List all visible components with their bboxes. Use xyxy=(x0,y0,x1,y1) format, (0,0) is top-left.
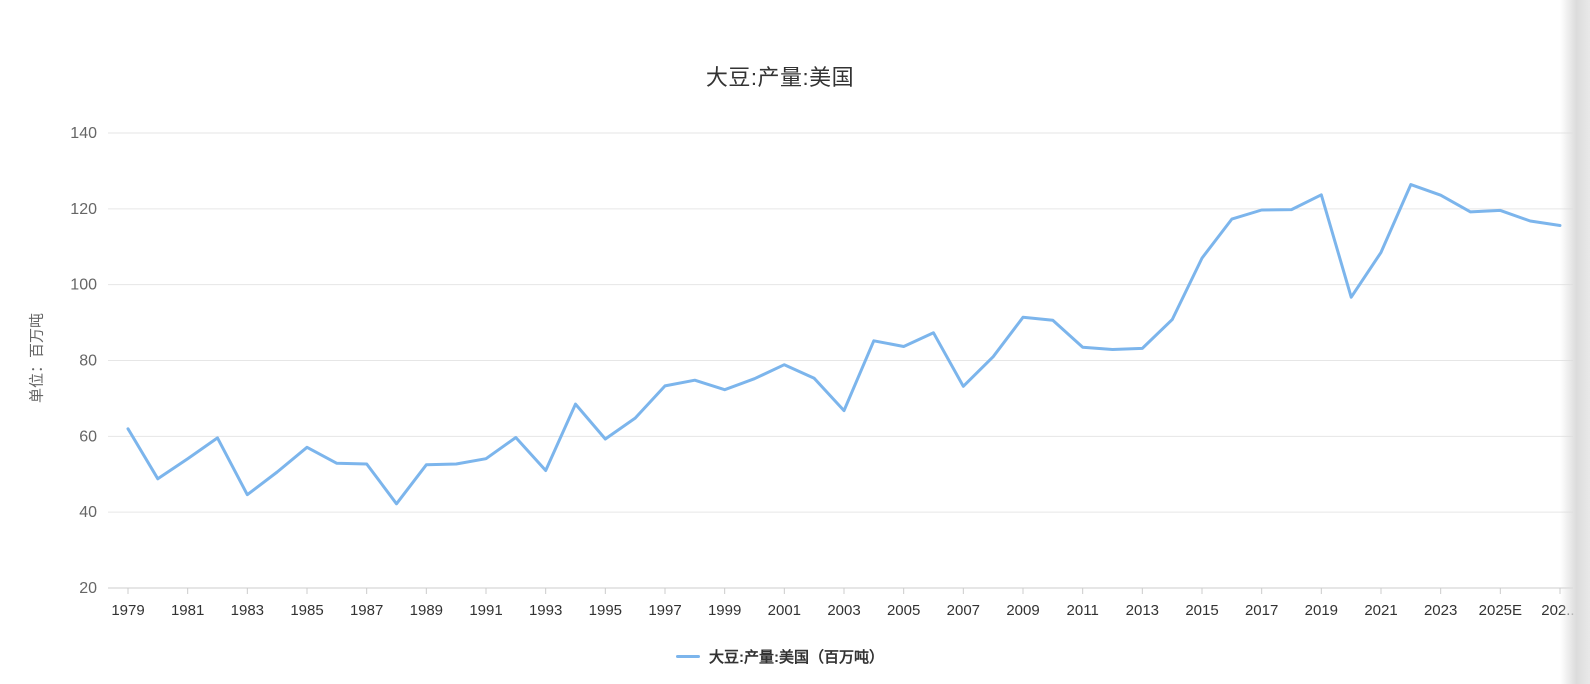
x-tick-label-202...: 202... xyxy=(1541,602,1579,619)
y-tick-label-80: 80 xyxy=(79,353,97,370)
chart-title: 大豆:产量:美国 xyxy=(705,65,855,90)
x-tick-label-1983: 1983 xyxy=(231,602,264,619)
x-tick-label-2023: 2023 xyxy=(1424,602,1457,619)
line-series-marker-icon xyxy=(676,655,700,658)
x-tick-label-2017: 2017 xyxy=(1245,602,1278,619)
legend-item[interactable]: 大豆:产量:美国（百万吨） xyxy=(0,646,1560,667)
x-tick-label-2001: 2001 xyxy=(768,602,801,619)
x-tick-label-1981: 1981 xyxy=(171,602,204,619)
x-tick-label-2007: 2007 xyxy=(947,602,980,619)
x-tick-label-2005: 2005 xyxy=(887,602,920,619)
y-axis-title: 单位：百万吨 xyxy=(28,312,46,404)
x-tick-label-1993: 1993 xyxy=(529,602,562,619)
x-tick-label-2019: 2019 xyxy=(1305,602,1338,619)
x-tick-label-1985: 1985 xyxy=(290,602,323,619)
x-tick-label-2021: 2021 xyxy=(1364,602,1397,619)
legend-label: 大豆:产量:美国（百万吨） xyxy=(709,649,884,666)
y-tick-label-20: 20 xyxy=(79,580,97,597)
y-tick-label-100: 100 xyxy=(70,277,97,294)
y-tick-label-140: 140 xyxy=(70,125,97,142)
series-line[interactable] xyxy=(126,183,1562,506)
x-tick-label-2003: 2003 xyxy=(827,602,860,619)
y-tick-label-40: 40 xyxy=(79,504,97,521)
x-tick-label-1997: 1997 xyxy=(648,602,681,619)
x-tick-label-2025E: 2025E xyxy=(1479,602,1522,619)
x-tick-label-2013: 2013 xyxy=(1126,602,1159,619)
y-tick-label-60: 60 xyxy=(79,428,97,445)
x-tick-label-1987: 1987 xyxy=(350,602,383,619)
x-tick-label-1999: 1999 xyxy=(708,602,741,619)
x-tick-label-1979: 1979 xyxy=(111,602,144,619)
x-tick-label-2009: 2009 xyxy=(1006,602,1039,619)
x-tick-label-1991: 1991 xyxy=(469,602,502,619)
x-tick-label-2015: 2015 xyxy=(1185,602,1218,619)
y-tick-label-120: 120 xyxy=(70,201,97,218)
x-tick-label-1995: 1995 xyxy=(589,602,622,619)
x-tick-label-2011: 2011 xyxy=(1067,602,1099,619)
x-tick-label-1989: 1989 xyxy=(410,602,443,619)
